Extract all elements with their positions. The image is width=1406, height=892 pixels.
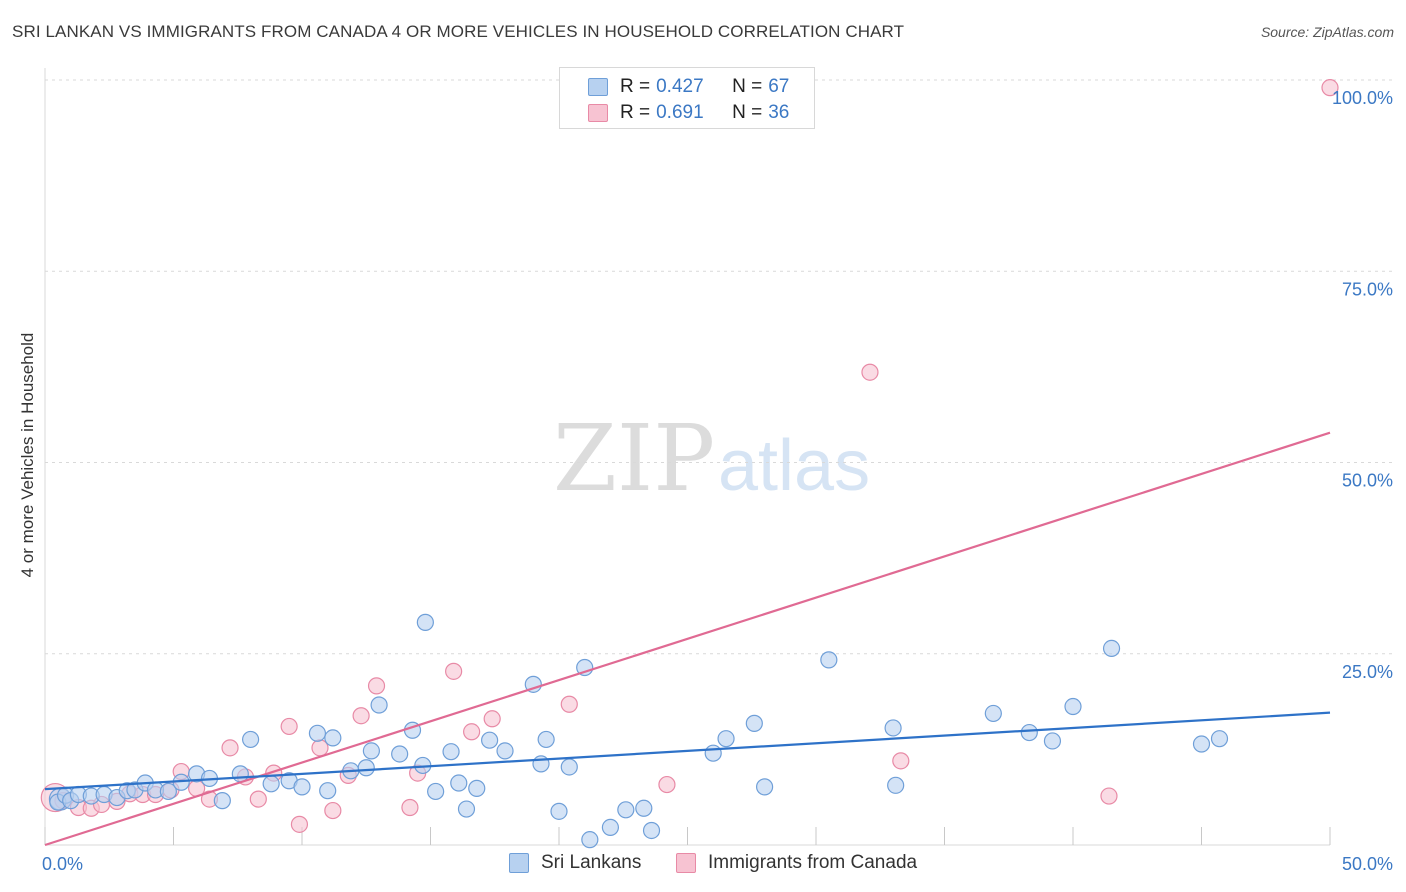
chart-title: SRI LANKAN VS IMMIGRANTS FROM CANADA 4 O…	[12, 22, 905, 41]
bottom-legend-label: Immigrants from Canada	[708, 852, 918, 873]
data-point	[642, 821, 661, 840]
data-point	[290, 815, 309, 833]
legend-r-label: R =	[620, 76, 651, 97]
bottom-legend-label: Sri Lankans	[541, 852, 642, 873]
data-point	[362, 742, 380, 760]
legend-swatch-pink	[588, 104, 608, 122]
data-point	[221, 739, 239, 757]
x-tick-label: 50.0%	[1342, 854, 1393, 874]
data-point	[537, 730, 555, 749]
bottom-legend-sri-lankans: Sri Lankans	[509, 852, 641, 874]
data-point	[401, 798, 419, 817]
correlation-legend: R = 0.427 N = 67 R = 0.691 N = 36	[559, 67, 815, 129]
data-point	[617, 801, 635, 819]
grid-lines	[45, 79, 1395, 655]
data-point	[887, 776, 905, 794]
data-point	[745, 714, 763, 732]
tick-labels: 25.0% 50.0% 75.0% 100.0% 0.0% 50.0%	[42, 88, 1393, 874]
data-point	[560, 695, 578, 713]
data-point	[308, 724, 327, 742]
data-point	[1043, 732, 1062, 750]
data-point	[483, 710, 501, 728]
data-point	[635, 799, 653, 817]
data-point	[1210, 730, 1229, 748]
data-point	[324, 729, 342, 747]
data-point	[280, 717, 298, 736]
data-point	[159, 782, 177, 801]
legend-swatch-blue	[588, 78, 608, 96]
legend-n-label: N =	[732, 102, 763, 123]
data-point	[496, 742, 514, 760]
data-point	[213, 792, 231, 810]
bottom-legend-swatch-blue	[509, 853, 529, 873]
data-point	[861, 363, 879, 381]
data-point	[457, 800, 476, 818]
data-point	[367, 677, 386, 695]
y-tick-label: 50.0%	[1342, 471, 1393, 491]
source-label: Source: ZipAtlas.com	[1260, 24, 1394, 40]
trend-line-sri-lankans	[44, 711, 1331, 791]
data-point	[391, 745, 409, 763]
data-point	[262, 775, 280, 793]
data-point	[601, 818, 620, 837]
data-point	[984, 704, 1002, 723]
data-point	[319, 782, 337, 800]
legend-n-label: N =	[732, 76, 763, 97]
data-point	[524, 675, 542, 693]
data-point	[704, 744, 722, 762]
data-point	[450, 774, 468, 792]
legend-r-value: 0.691	[656, 102, 704, 123]
watermark-zip: ZIP	[553, 405, 715, 512]
data-point	[416, 613, 434, 631]
legend-row-sri-lankans: R = 0.427 N = 67	[588, 75, 789, 99]
series-sri-lankans-points	[48, 613, 1229, 849]
data-point	[442, 743, 460, 761]
data-point	[658, 775, 676, 794]
data-point	[293, 778, 311, 796]
data-point	[884, 719, 902, 737]
legend-n-value: 36	[768, 102, 790, 123]
data-point	[550, 802, 568, 820]
data-point	[820, 651, 838, 669]
bottom-legend-swatch-pink	[676, 853, 696, 873]
legend-r-label: R =	[620, 102, 651, 123]
y-tick-label: 75.0%	[1342, 279, 1393, 299]
data-point	[481, 731, 499, 749]
data-point	[1100, 787, 1118, 805]
data-point	[1020, 723, 1038, 742]
data-point	[357, 759, 375, 777]
watermark-atlas: atlas	[718, 426, 870, 506]
data-point	[581, 831, 599, 849]
data-point	[352, 707, 370, 725]
legend-row-immigrants-from-canada: R = 0.691 N = 36	[588, 101, 789, 125]
data-point	[560, 758, 578, 776]
y-tick-label: 100.0%	[1332, 88, 1393, 108]
x-tick-label: 0.0%	[42, 854, 83, 874]
legend-n-value: 67	[768, 76, 790, 97]
data-point	[427, 782, 445, 801]
legend-r-value: 0.427	[656, 76, 704, 97]
data-point	[755, 778, 774, 796]
bottom-legend-immigrants-from-canada: Immigrants from Canada	[676, 852, 917, 874]
data-point	[463, 723, 481, 741]
data-point	[892, 752, 910, 770]
data-point	[1102, 639, 1121, 657]
data-point	[468, 779, 486, 797]
data-point	[242, 730, 260, 749]
data-point	[370, 696, 388, 714]
data-point	[1321, 79, 1339, 97]
data-point	[1064, 697, 1082, 716]
data-point	[324, 801, 342, 820]
axes	[44, 68, 1331, 846]
data-point	[717, 730, 735, 748]
data-point	[1192, 735, 1211, 753]
trend-lines	[44, 431, 1331, 847]
data-point	[249, 790, 267, 808]
data-point	[445, 662, 463, 680]
y-tick-label: 25.0%	[1342, 662, 1393, 682]
